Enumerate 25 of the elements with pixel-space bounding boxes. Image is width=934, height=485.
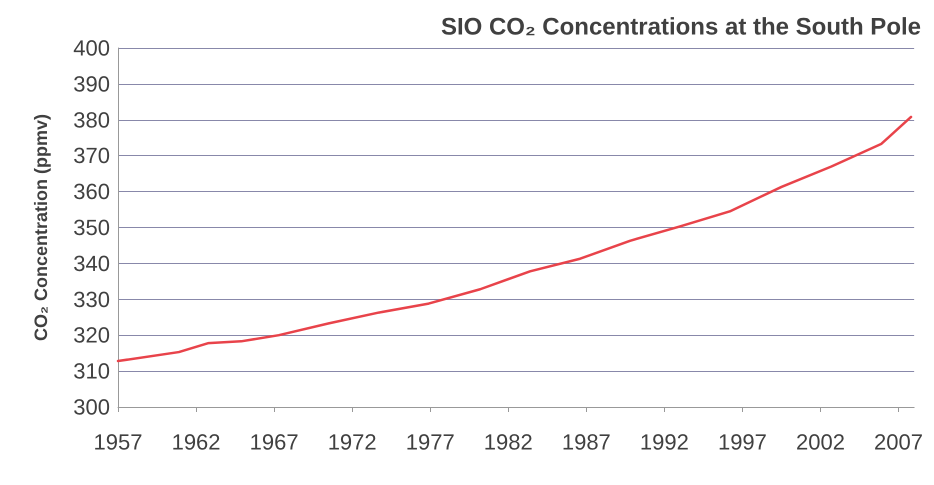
y-axis-title: CO₂ Concentration (ppmv) [31,114,51,341]
y-tick-label: 370 [73,143,110,168]
x-tick-label: 1997 [718,430,767,454]
x-tick-label: 1982 [484,430,533,454]
y-tick-label: 350 [73,215,110,240]
line-series [116,116,912,362]
x-tick-label: 2007 [874,430,924,454]
y-tick-label: 320 [73,322,110,348]
x-tick-label: 1957 [94,430,142,454]
y-tick-label: 380 [73,107,110,132]
y-tick-label: 310 [73,358,110,384]
x-tick-label: 1987 [562,430,611,454]
y-tick-label: 400 [73,36,110,60]
y-tick-label: 360 [73,179,110,204]
x-tick-label: 1962 [172,430,221,454]
y-tick-label: 330 [73,286,110,312]
x-tick-label: 2002 [796,430,845,454]
y-tick-label: 390 [73,71,110,96]
x-tick-label: 1967 [250,430,299,454]
x-tick-label: 1992 [640,430,689,454]
x-tick-label: 1972 [328,430,377,454]
chart-title: SIO CO₂ Concentrations at the South Pole [440,14,921,40]
y-tick-label: 300 [73,394,110,420]
y-tick-label: 340 [73,250,110,276]
x-tick-label: 1977 [406,430,455,454]
